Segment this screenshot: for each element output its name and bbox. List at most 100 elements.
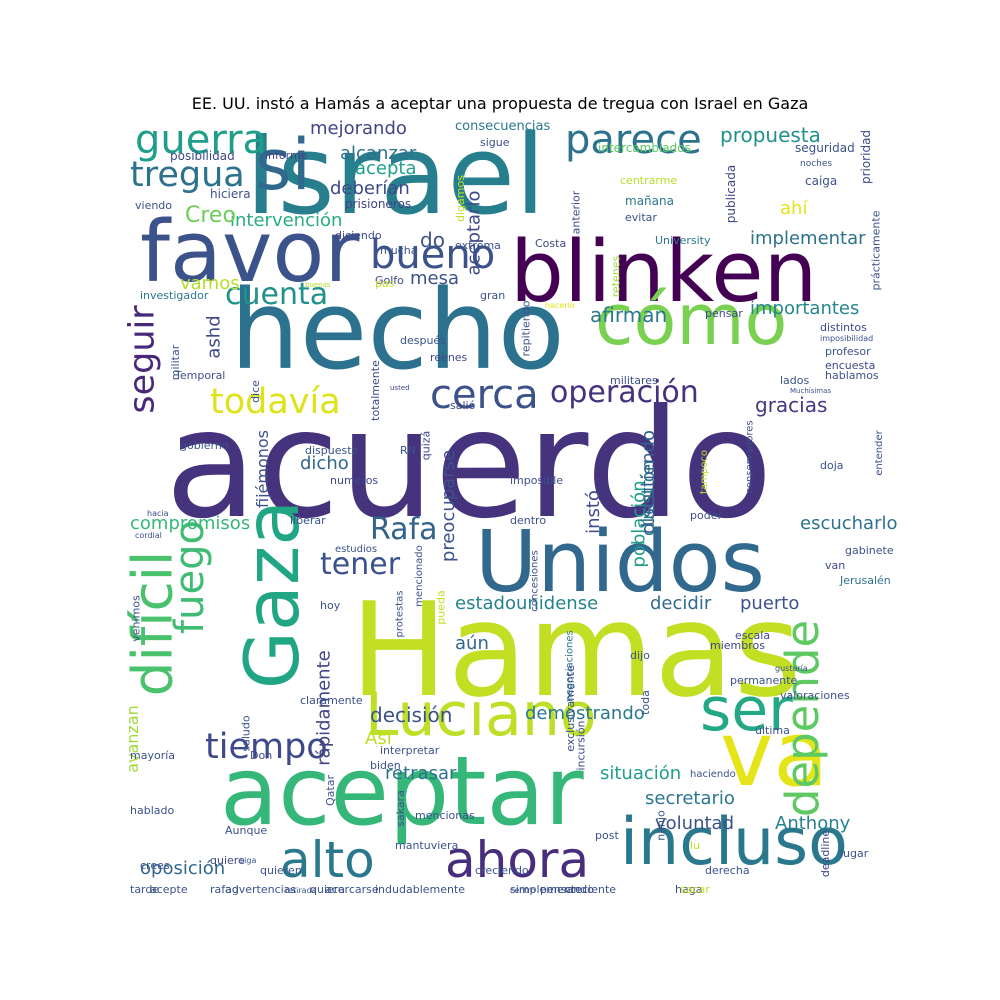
cloud-word: diciendo	[335, 229, 382, 242]
cloud-word: saludo	[239, 714, 253, 752]
cloud-word: conservadores	[744, 419, 756, 494]
cloud-word: retirada	[285, 886, 317, 895]
cloud-word: evitar	[625, 211, 657, 224]
cloud-word: compromisos	[130, 513, 251, 534]
cloud-word: Israel	[245, 120, 546, 239]
cloud-word: Hamas	[350, 574, 802, 726]
cloud-word: nanjo	[654, 809, 668, 841]
cloud-word: ahí	[780, 198, 808, 219]
cloud-word: seguir	[125, 304, 163, 414]
cloud-word: ashd	[203, 314, 225, 359]
cloud-word: gracias	[755, 393, 828, 417]
cloud-word: quiere	[210, 854, 245, 867]
cloud-word: pas	[375, 277, 395, 290]
cloud-word: depende	[776, 619, 830, 818]
cloud-word: indudablemente	[375, 883, 466, 895]
cloud-word: extrema	[455, 239, 501, 252]
cloud-word: tarde	[130, 883, 160, 895]
cloud-word: post	[595, 829, 619, 842]
cloud-word: voluntad	[655, 813, 734, 834]
cloud-word: distintos	[820, 321, 867, 334]
cloud-word: do	[420, 228, 445, 252]
cloud-word: viendo	[135, 199, 173, 212]
cloud-word: rápidamente	[313, 649, 335, 766]
cloud-word: pueda	[434, 589, 448, 625]
cloud-word: biden	[370, 759, 401, 772]
cloud-word: caiga	[805, 174, 838, 188]
cloud-word: afirman	[590, 303, 668, 327]
cloud-word: retrasar	[385, 763, 457, 784]
cloud-word: noches	[800, 159, 833, 169]
cloud-word: mencionas	[415, 809, 475, 822]
cloud-word: repitiendo	[518, 300, 532, 356]
cloud-word: dicho	[300, 453, 349, 474]
cloud-word: sakara	[393, 790, 407, 827]
cloud-word: tiempo	[205, 727, 328, 767]
cloud-word: advertencias	[225, 883, 297, 895]
cloud-word: incluso	[620, 805, 848, 880]
cloud-word: tregua	[130, 155, 245, 195]
cloud-word: tener	[320, 547, 401, 582]
cloud-word: informe	[265, 149, 308, 162]
cloud-word: imposibilidad	[820, 334, 874, 343]
cloud-word: pensar	[705, 307, 743, 320]
cloud-word: mañana	[625, 194, 674, 208]
cloud-word: tampoco	[698, 450, 710, 494]
cloud-word: decidir	[650, 593, 712, 614]
cloud-word: posibilidad	[170, 149, 235, 163]
cloud-word: parece	[565, 120, 702, 163]
cloud-word: mesa	[410, 268, 460, 289]
cloud-word: vamos	[180, 273, 240, 294]
cloud-word: retenes	[608, 255, 622, 297]
cloud-word: siga	[240, 856, 257, 865]
cloud-word: estudios	[335, 544, 378, 555]
cloud-word: cerca	[430, 372, 539, 418]
cloud-word: valoraciones	[780, 689, 850, 702]
cloud-word: aún	[455, 633, 489, 654]
cloud-word: deberían	[330, 178, 410, 199]
cloud-word: centrarme	[620, 174, 678, 187]
cloud-word: doja	[820, 459, 844, 472]
cloud-word: numeros	[330, 474, 379, 487]
cloud-word: poder	[690, 509, 722, 522]
cloud-word: ser	[700, 675, 793, 745]
cloud-word: Costa	[535, 237, 567, 250]
cloud-word: seguridad	[795, 141, 855, 155]
cloud-word: intercambiados	[598, 141, 691, 155]
cloud-word: alcanzar	[340, 143, 417, 164]
cloud-word: gran	[480, 289, 506, 302]
cloud-word: toda	[638, 690, 652, 715]
cloud-word: todavía	[210, 382, 341, 422]
cloud-word: acepta	[355, 158, 417, 179]
cloud-word: haga	[675, 883, 703, 895]
cloud-word: buenas	[305, 281, 331, 289]
cloud-word: instó	[582, 490, 604, 534]
cloud-word: favor	[140, 203, 360, 302]
cloud-word: prácticamente	[869, 210, 882, 290]
cloud-word: consecuencias	[455, 120, 551, 134]
cloud-word: totalmente	[368, 360, 382, 421]
cloud-word: incursión	[574, 719, 588, 771]
cloud-word: simplemente	[510, 883, 582, 895]
cloud-word: van	[825, 559, 846, 572]
cloud-word: hecho	[230, 266, 565, 394]
cloud-word: Creo	[185, 203, 236, 228]
cloud-word: escala	[735, 629, 771, 642]
cloud-word: después	[400, 334, 446, 347]
cloud-word: decisión	[370, 703, 453, 727]
cloud-word: permanente	[730, 674, 798, 687]
cloud-word: protestas	[393, 590, 405, 637]
cloud-word: miembros	[710, 639, 765, 652]
cloud-word: dentro	[510, 514, 547, 527]
cloud-word: mejorando	[310, 120, 407, 139]
cloud-word: mantuviera	[395, 839, 459, 852]
cloud-word: centro	[510, 886, 536, 895]
cloud-word: lu	[690, 839, 701, 852]
cloud-word: hacerlo	[545, 301, 575, 310]
cloud-word: avanzan	[125, 705, 142, 773]
cloud-word: acepte	[150, 883, 188, 895]
cloud-word: interpretar	[380, 744, 440, 757]
cloud-word: Aunque	[225, 824, 268, 837]
cloud-word: secretario	[645, 788, 735, 809]
cloud-word: implementar	[750, 228, 866, 249]
